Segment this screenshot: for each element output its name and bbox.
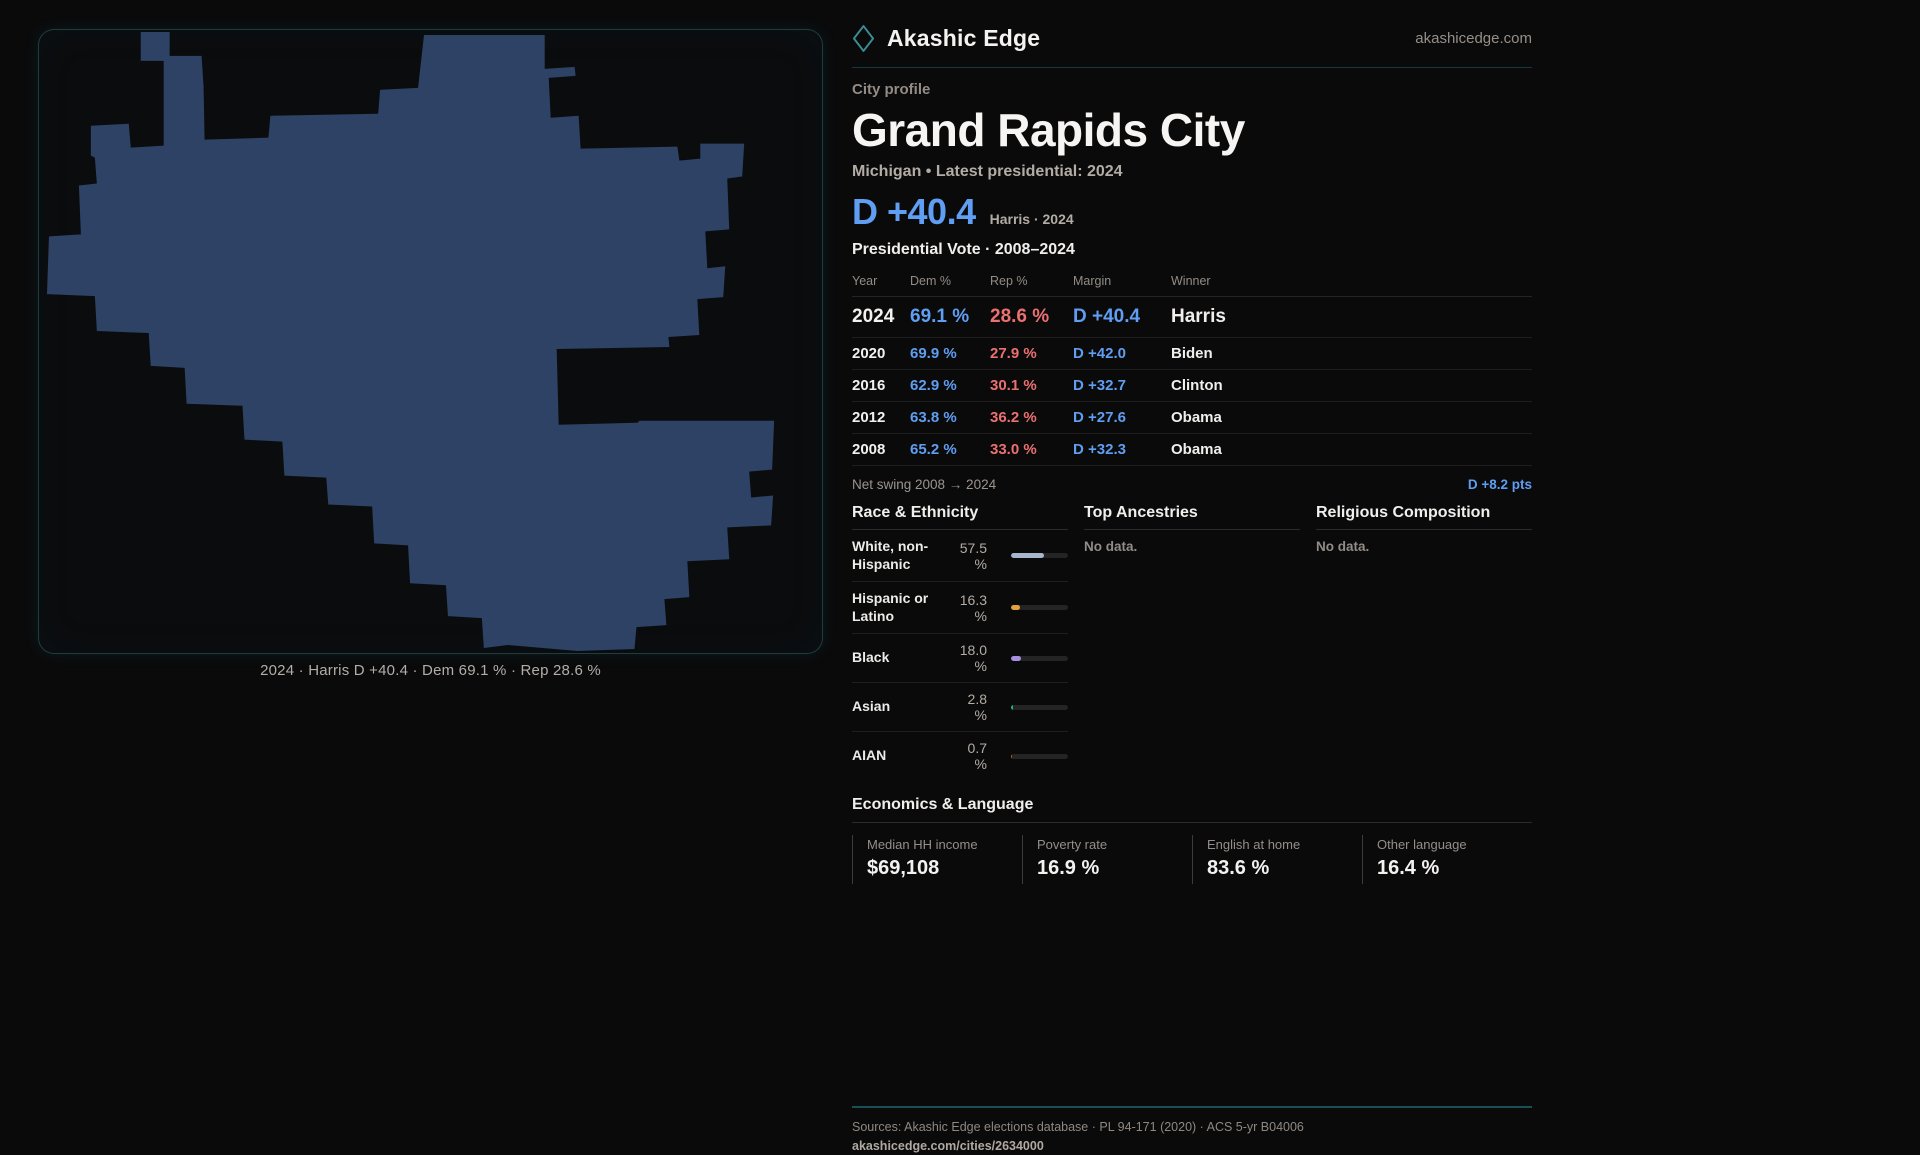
ancestries-empty-state: No data. [1084, 539, 1138, 554]
col-winner: Winner [1171, 274, 1211, 288]
col-margin: Margin [1073, 274, 1112, 288]
net-swing-value: D +8.2 pts [1467, 477, 1532, 492]
race-row: AIAN 0.7 % [852, 732, 1068, 780]
table-row: 2020 69.9 % 27.9 % D +42.0 Biden [852, 338, 1532, 370]
ancestries-title: Top Ancestries [1084, 504, 1300, 530]
race-bar [1011, 704, 1068, 710]
headline-margin-value: D +40.4 [852, 191, 976, 232]
diamond-logo-icon [852, 25, 875, 52]
demographics-section: Race & Ethnicity White, non-Hispanic 57.… [852, 504, 1532, 780]
subtitle: Michigan • Latest presidential: 2024 [852, 163, 1123, 180]
col-dem: Dem % [910, 274, 951, 288]
race-bar [1011, 605, 1068, 610]
headline-note: Harris · 2024 [989, 211, 1074, 227]
map-panel [38, 29, 823, 654]
economics-title: Economics & Language [852, 796, 1532, 823]
eyebrow-label: City profile [852, 81, 931, 98]
stat-card: English at home 83.6 % [1192, 835, 1362, 884]
religion-title: Religious Composition [1316, 504, 1532, 530]
permalink[interactable]: akashicedge.com/cities/2634000 [852, 1139, 1044, 1153]
race-bar [1011, 753, 1068, 759]
site-link[interactable]: akashicedge.com [1415, 30, 1532, 47]
race-row: White, non-Hispanic 57.5 % [852, 530, 1068, 582]
profile-panel: Akashic Edge akashicedge.com City profil… [852, 24, 1532, 1155]
elections-table-header: Year Dem % Rep % Margin Winner [852, 268, 1532, 297]
table-row: 2024 69.1 % 28.6 % D +40.4 Harris [852, 297, 1532, 338]
map-caption: 2024 · Harris D +40.4 · Dem 69.1 % · Rep… [260, 662, 601, 679]
race-ethnicity-title: Race & Ethnicity [852, 504, 1068, 530]
race-row: Hispanic or Latino 16.3 % [852, 582, 1068, 634]
headline-margin-block: D +40.4 Harris · 2024 [852, 191, 1532, 233]
race-row: Asian 2.8 % [852, 683, 1068, 732]
elections-table-title: Presidential Vote · 2008–2024 [852, 241, 1075, 258]
city-boundary-map [46, 31, 775, 652]
brand-name: Akashic Edge [887, 25, 1041, 51]
religion-empty-state: No data. [1316, 539, 1370, 554]
sources-line: Sources: Akashic Edge elections database… [852, 1120, 1304, 1134]
col-rep: Rep % [990, 274, 1028, 288]
elections-table: Year Dem % Rep % Margin Winner 2024 69.1… [852, 268, 1532, 466]
religion-column: Religious Composition No data. [1316, 504, 1532, 780]
net-swing-row: Net swing 2008 → 2024 D +8.2 pts [852, 466, 1532, 492]
table-row: 2008 65.2 % 33.0 % D +32.3 Obama [852, 434, 1532, 466]
economics-stats: Median HH income $69,108 Poverty rate 16… [852, 835, 1532, 884]
city-shape [46, 31, 775, 652]
ancestries-column: Top Ancestries No data. [1084, 504, 1300, 780]
header: Akashic Edge akashicedge.com [852, 24, 1532, 68]
race-row: Black 18.0 % [852, 634, 1068, 683]
stat-card: Poverty rate 16.9 % [1022, 835, 1192, 884]
stat-card: Median HH income $69,108 [852, 835, 1022, 884]
page-title: Grand Rapids City [852, 104, 1245, 156]
race-bar [1011, 655, 1068, 661]
race-bar [1011, 553, 1068, 558]
table-row: 2016 62.9 % 30.1 % D +32.7 Clinton [852, 370, 1532, 402]
footer: Sources: Akashic Edge elections database… [852, 1106, 1532, 1155]
race-ethnicity-column: Race & Ethnicity White, non-Hispanic 57.… [852, 504, 1068, 780]
stat-card: Other language 16.4 % [1362, 835, 1532, 884]
net-swing-label: Net swing 2008 → 2024 [852, 477, 997, 492]
table-row: 2012 63.8 % 36.2 % D +27.6 Obama [852, 402, 1532, 434]
col-year: Year [852, 274, 878, 288]
